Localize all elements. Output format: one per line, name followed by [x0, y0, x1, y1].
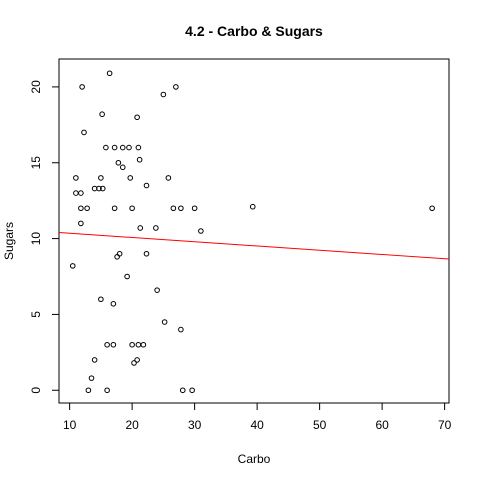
data-point	[111, 144, 118, 151]
y-tick-label: 10	[29, 232, 43, 246]
data-point	[178, 205, 184, 212]
data-point	[134, 357, 140, 363]
data-point	[429, 205, 435, 212]
data-point	[173, 84, 179, 90]
data-point	[179, 387, 186, 394]
data-point	[98, 175, 104, 181]
data-point	[91, 357, 98, 363]
data-point	[115, 159, 122, 166]
x-axis-label: Carbo	[238, 452, 271, 466]
data-point	[69, 263, 76, 269]
x-tick-label: 60	[375, 418, 389, 432]
x-tick-label: 30	[188, 418, 202, 432]
data-point	[178, 326, 184, 333]
data-point	[170, 205, 177, 212]
data-point	[119, 144, 126, 151]
plot-area: 10 20 30 40 50 60 70 0 5 10 15 20	[29, 58, 452, 432]
data-point	[135, 144, 142, 151]
data-point	[110, 301, 117, 307]
data-point	[189, 387, 195, 394]
data-point	[119, 164, 126, 171]
data-point	[96, 185, 102, 192]
data-point	[143, 250, 150, 257]
chart-title: 4.2 - Carbo & Sugars	[185, 23, 323, 39]
x-tick-label: 10	[63, 418, 77, 432]
data-point	[129, 205, 135, 212]
y-tick-label: 15	[29, 156, 43, 170]
data-point	[99, 111, 105, 118]
data-point	[103, 144, 109, 151]
data-point	[81, 129, 87, 136]
data-point	[84, 205, 90, 212]
data-point	[78, 205, 84, 212]
data-point	[78, 220, 84, 227]
data-point	[104, 387, 110, 394]
data-point	[78, 190, 84, 196]
data-point	[99, 185, 106, 192]
data-point	[140, 341, 147, 348]
data-point	[129, 341, 135, 348]
data-point	[131, 360, 137, 366]
y-tick-label: 5	[29, 311, 43, 318]
data-point	[165, 175, 172, 181]
data-point	[73, 175, 79, 181]
data-point	[124, 273, 130, 280]
data-point	[85, 387, 92, 394]
y-axis-label: Sugars	[2, 222, 16, 260]
data-point	[160, 91, 167, 98]
x-tick-label: 20	[125, 418, 139, 432]
data-point	[154, 287, 160, 293]
y-tick-label: 20	[29, 80, 43, 94]
data-point	[126, 144, 132, 151]
data-point	[153, 225, 159, 231]
data-point	[143, 182, 150, 189]
data-point	[127, 175, 134, 181]
data-point	[110, 341, 117, 348]
data-point	[111, 205, 118, 212]
data-point	[79, 84, 85, 90]
data-point	[249, 203, 256, 210]
data-point	[116, 250, 123, 257]
regression-line	[58, 232, 450, 260]
y-tick-label: 0	[29, 387, 43, 394]
x-tick-label: 40	[250, 418, 264, 432]
data-point	[161, 319, 168, 325]
data-point	[198, 228, 204, 234]
x-tick-label: 50	[313, 418, 327, 432]
x-tick-label: 70	[438, 418, 452, 432]
data-point	[191, 205, 198, 212]
data-point	[104, 341, 110, 348]
data-point	[137, 225, 144, 231]
data-point	[98, 296, 104, 303]
data-point	[106, 70, 113, 77]
data-point	[136, 156, 143, 163]
data-point	[88, 375, 95, 381]
data-point	[134, 114, 140, 121]
